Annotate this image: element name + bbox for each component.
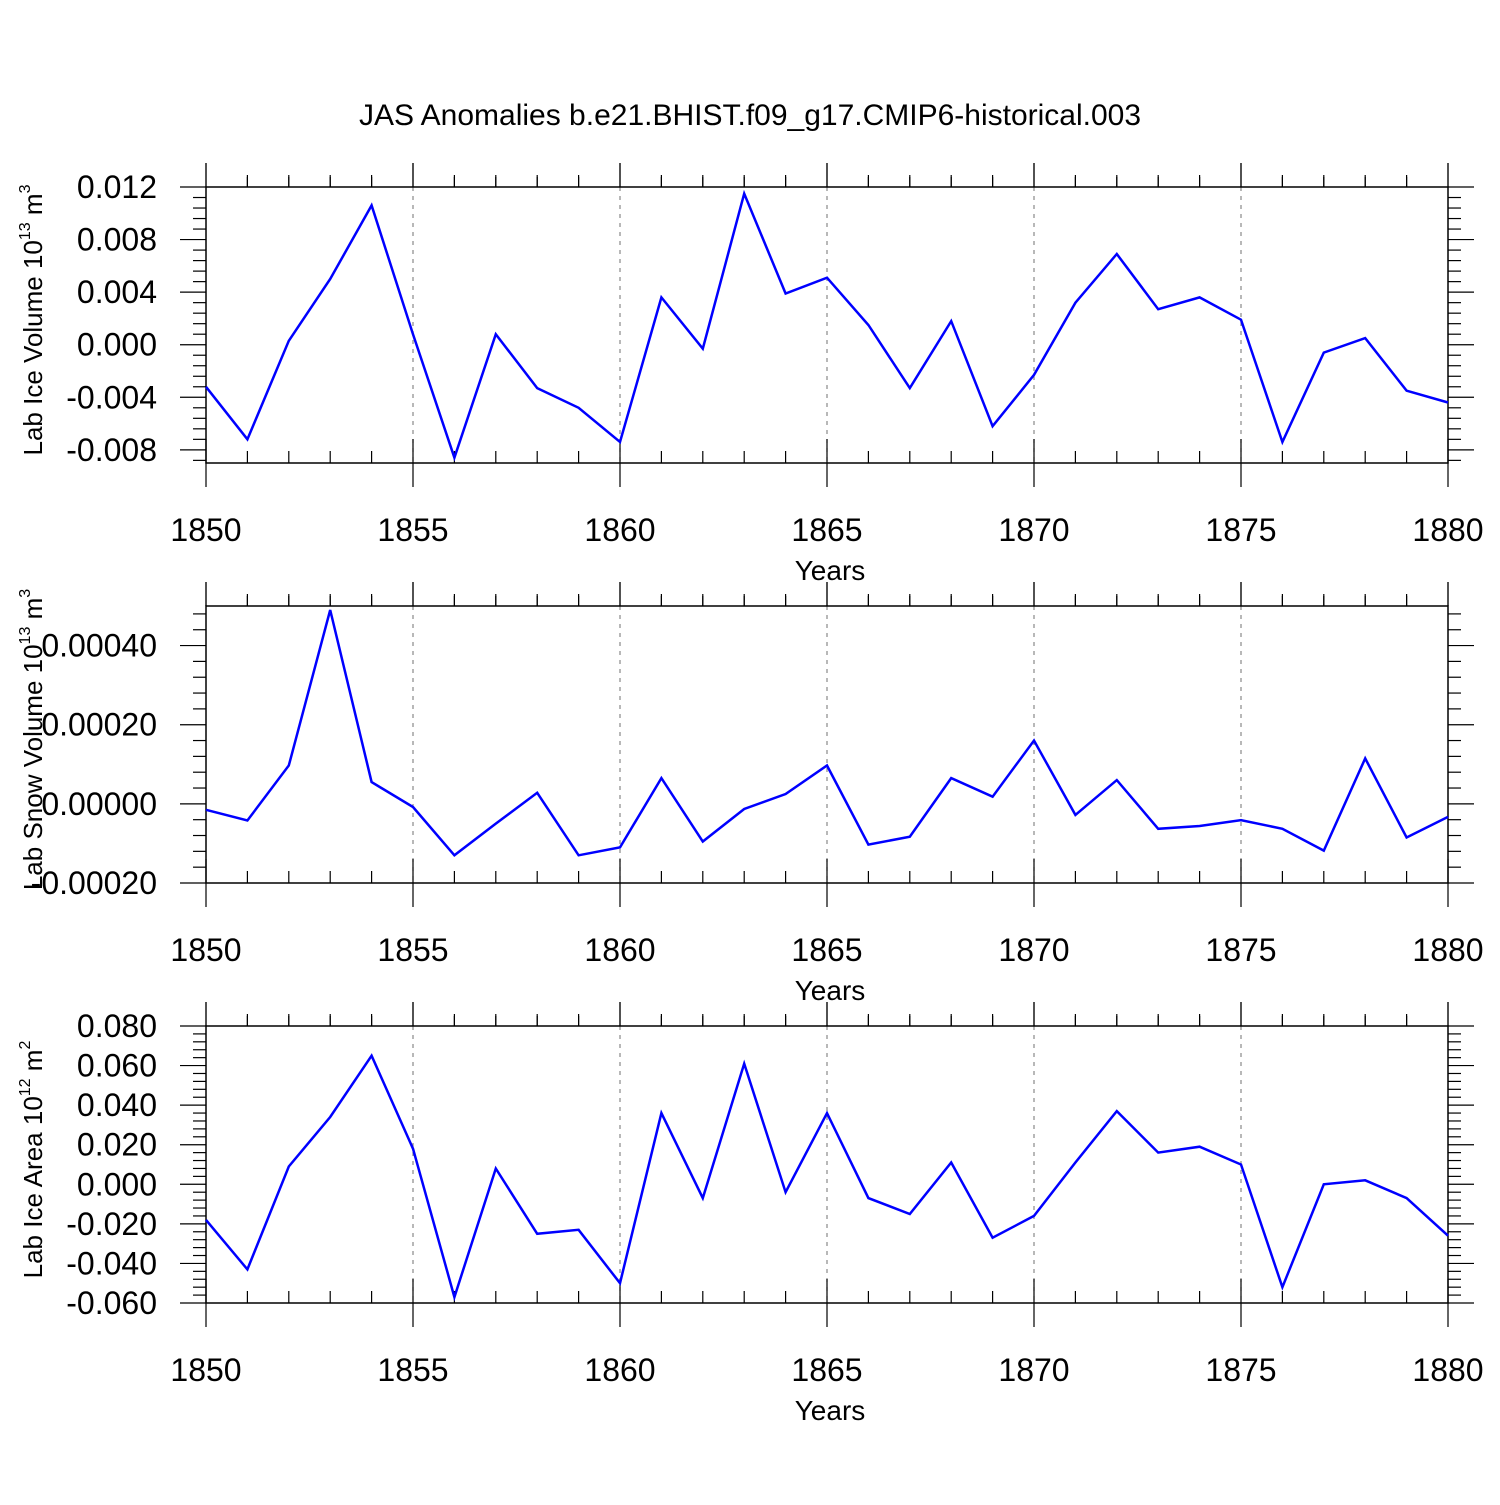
x-axis-label: Years bbox=[795, 555, 866, 586]
y-axis-label: Lab Ice Volume 1013 m3 bbox=[17, 184, 48, 455]
chart-panel-1: 1850 1855 1860 1865 1870 1875 1880 Years -0.008 -… bbox=[17, 163, 1484, 586]
y-tick-label: 0.008 bbox=[77, 222, 157, 258]
y-tick-label: -0.004 bbox=[66, 379, 157, 415]
x-tick-label: 1855 bbox=[377, 512, 448, 548]
x-tick-label: 1860 bbox=[584, 512, 655, 548]
y-tick-label: -0.00020 bbox=[31, 865, 157, 901]
x-tick-label: 1850 bbox=[170, 1352, 241, 1388]
y-tick-label: 0.020 bbox=[77, 1127, 157, 1163]
x-tick-label: 1850 bbox=[170, 932, 241, 968]
y-tick-label: 0.060 bbox=[77, 1048, 157, 1084]
y-tick-label: 0.00020 bbox=[41, 707, 157, 743]
x-tick-label: 1875 bbox=[1205, 932, 1276, 968]
x-tick-label: 1865 bbox=[791, 1352, 862, 1388]
y-tick-label: 0.004 bbox=[77, 274, 157, 310]
x-axis-label: Years bbox=[795, 1395, 866, 1426]
y-tick-label: 0.080 bbox=[77, 1008, 157, 1044]
x-axis-label: Years bbox=[795, 975, 866, 1006]
x-tick-label: 1870 bbox=[998, 932, 1069, 968]
y-tick-label: -0.020 bbox=[66, 1206, 157, 1242]
x-tick-label: 1860 bbox=[584, 932, 655, 968]
x-tick-label: 1875 bbox=[1205, 1352, 1276, 1388]
chart-panel-2: 1850 1855 1860 1865 1870 1875 1880 Years -0.0002… bbox=[17, 582, 1484, 1006]
chart-panel-3: 1850 1855 1860 1865 1870 1875 1880 Years -0.060 -… bbox=[17, 1002, 1484, 1426]
x-tick-label: 1865 bbox=[791, 932, 862, 968]
x-tick-label: 1880 bbox=[1412, 512, 1483, 548]
x-tick-label: 1860 bbox=[584, 1352, 655, 1388]
y-tick-label: 0.012 bbox=[77, 169, 157, 205]
x-tick-label: 1855 bbox=[377, 932, 448, 968]
y-tick-label: 0.00040 bbox=[41, 628, 157, 664]
series-line bbox=[205, 1053, 1449, 1302]
chart-title: JAS Anomalies b.e21.BHIST.f09_g17.CMIP6-… bbox=[359, 99, 1141, 132]
y-tick-label: 0.040 bbox=[77, 1087, 157, 1123]
x-tick-label: 1880 bbox=[1412, 1352, 1483, 1388]
x-tick-label: 1880 bbox=[1412, 932, 1483, 968]
y-tick-label: -0.008 bbox=[66, 432, 157, 468]
x-tick-label: 1850 bbox=[170, 512, 241, 548]
y-tick-label: -0.060 bbox=[66, 1285, 157, 1321]
y-axis-label: Lab Ice Area 1012 m2 bbox=[17, 1041, 48, 1279]
x-tick-label: 1865 bbox=[791, 512, 862, 548]
y-tick-label: -0.040 bbox=[66, 1245, 157, 1281]
series-line bbox=[205, 609, 1449, 858]
y-tick-label: 0.00000 bbox=[41, 786, 157, 822]
x-tick-label: 1875 bbox=[1205, 512, 1276, 548]
x-tick-label: 1855 bbox=[377, 1352, 448, 1388]
y-axis-label: Lab Snow Volume 1013 m3 bbox=[17, 589, 48, 890]
y-tick-label: 0.000 bbox=[77, 1166, 157, 1202]
y-tick-label: 0.000 bbox=[77, 327, 157, 363]
x-tick-label: 1870 bbox=[998, 1352, 1069, 1388]
series-line bbox=[205, 189, 1449, 462]
x-tick-label: 1870 bbox=[998, 512, 1069, 548]
